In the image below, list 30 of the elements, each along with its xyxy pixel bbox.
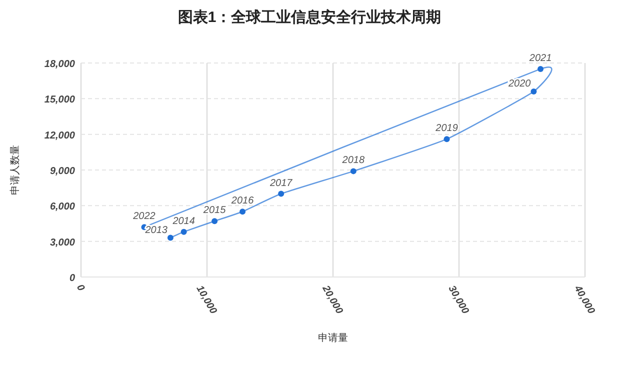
point: [444, 136, 450, 142]
point: [240, 208, 246, 215]
text: 2020: [508, 78, 531, 90]
x-axis-title: 申请量: [318, 332, 348, 344]
point: [212, 218, 218, 224]
point: [278, 190, 284, 197]
point: [530, 88, 537, 95]
text: 2019: [436, 123, 458, 134]
y-axis-title: 申请人数量: [9, 145, 21, 195]
text: 2015: [203, 205, 226, 216]
chart-title: 图表1：全球工业信息安全行业技术周期: [178, 8, 442, 26]
text: 2022: [133, 211, 156, 222]
point: [180, 228, 187, 235]
text: 2014: [172, 216, 195, 227]
text: 2013: [145, 224, 168, 236]
y-tick-label: 0: [69, 273, 76, 284]
text: 2021: [529, 52, 552, 64]
y-tick-label: 15,000: [44, 94, 76, 106]
point: [350, 168, 356, 174]
text: 2018: [342, 155, 365, 166]
y-tick-label: 12,000: [44, 130, 76, 142]
x-tick-label: 0: [74, 282, 87, 294]
text: 2016: [231, 196, 254, 207]
y-tick-label: 9,000: [50, 166, 76, 177]
y-tick-label: 6,000: [50, 202, 76, 213]
y-tick-label: 3,000: [50, 237, 76, 248]
point: [167, 234, 174, 241]
text: 2017: [270, 178, 292, 189]
point: [538, 66, 544, 72]
y-tick-label: 18,000: [44, 59, 76, 70]
